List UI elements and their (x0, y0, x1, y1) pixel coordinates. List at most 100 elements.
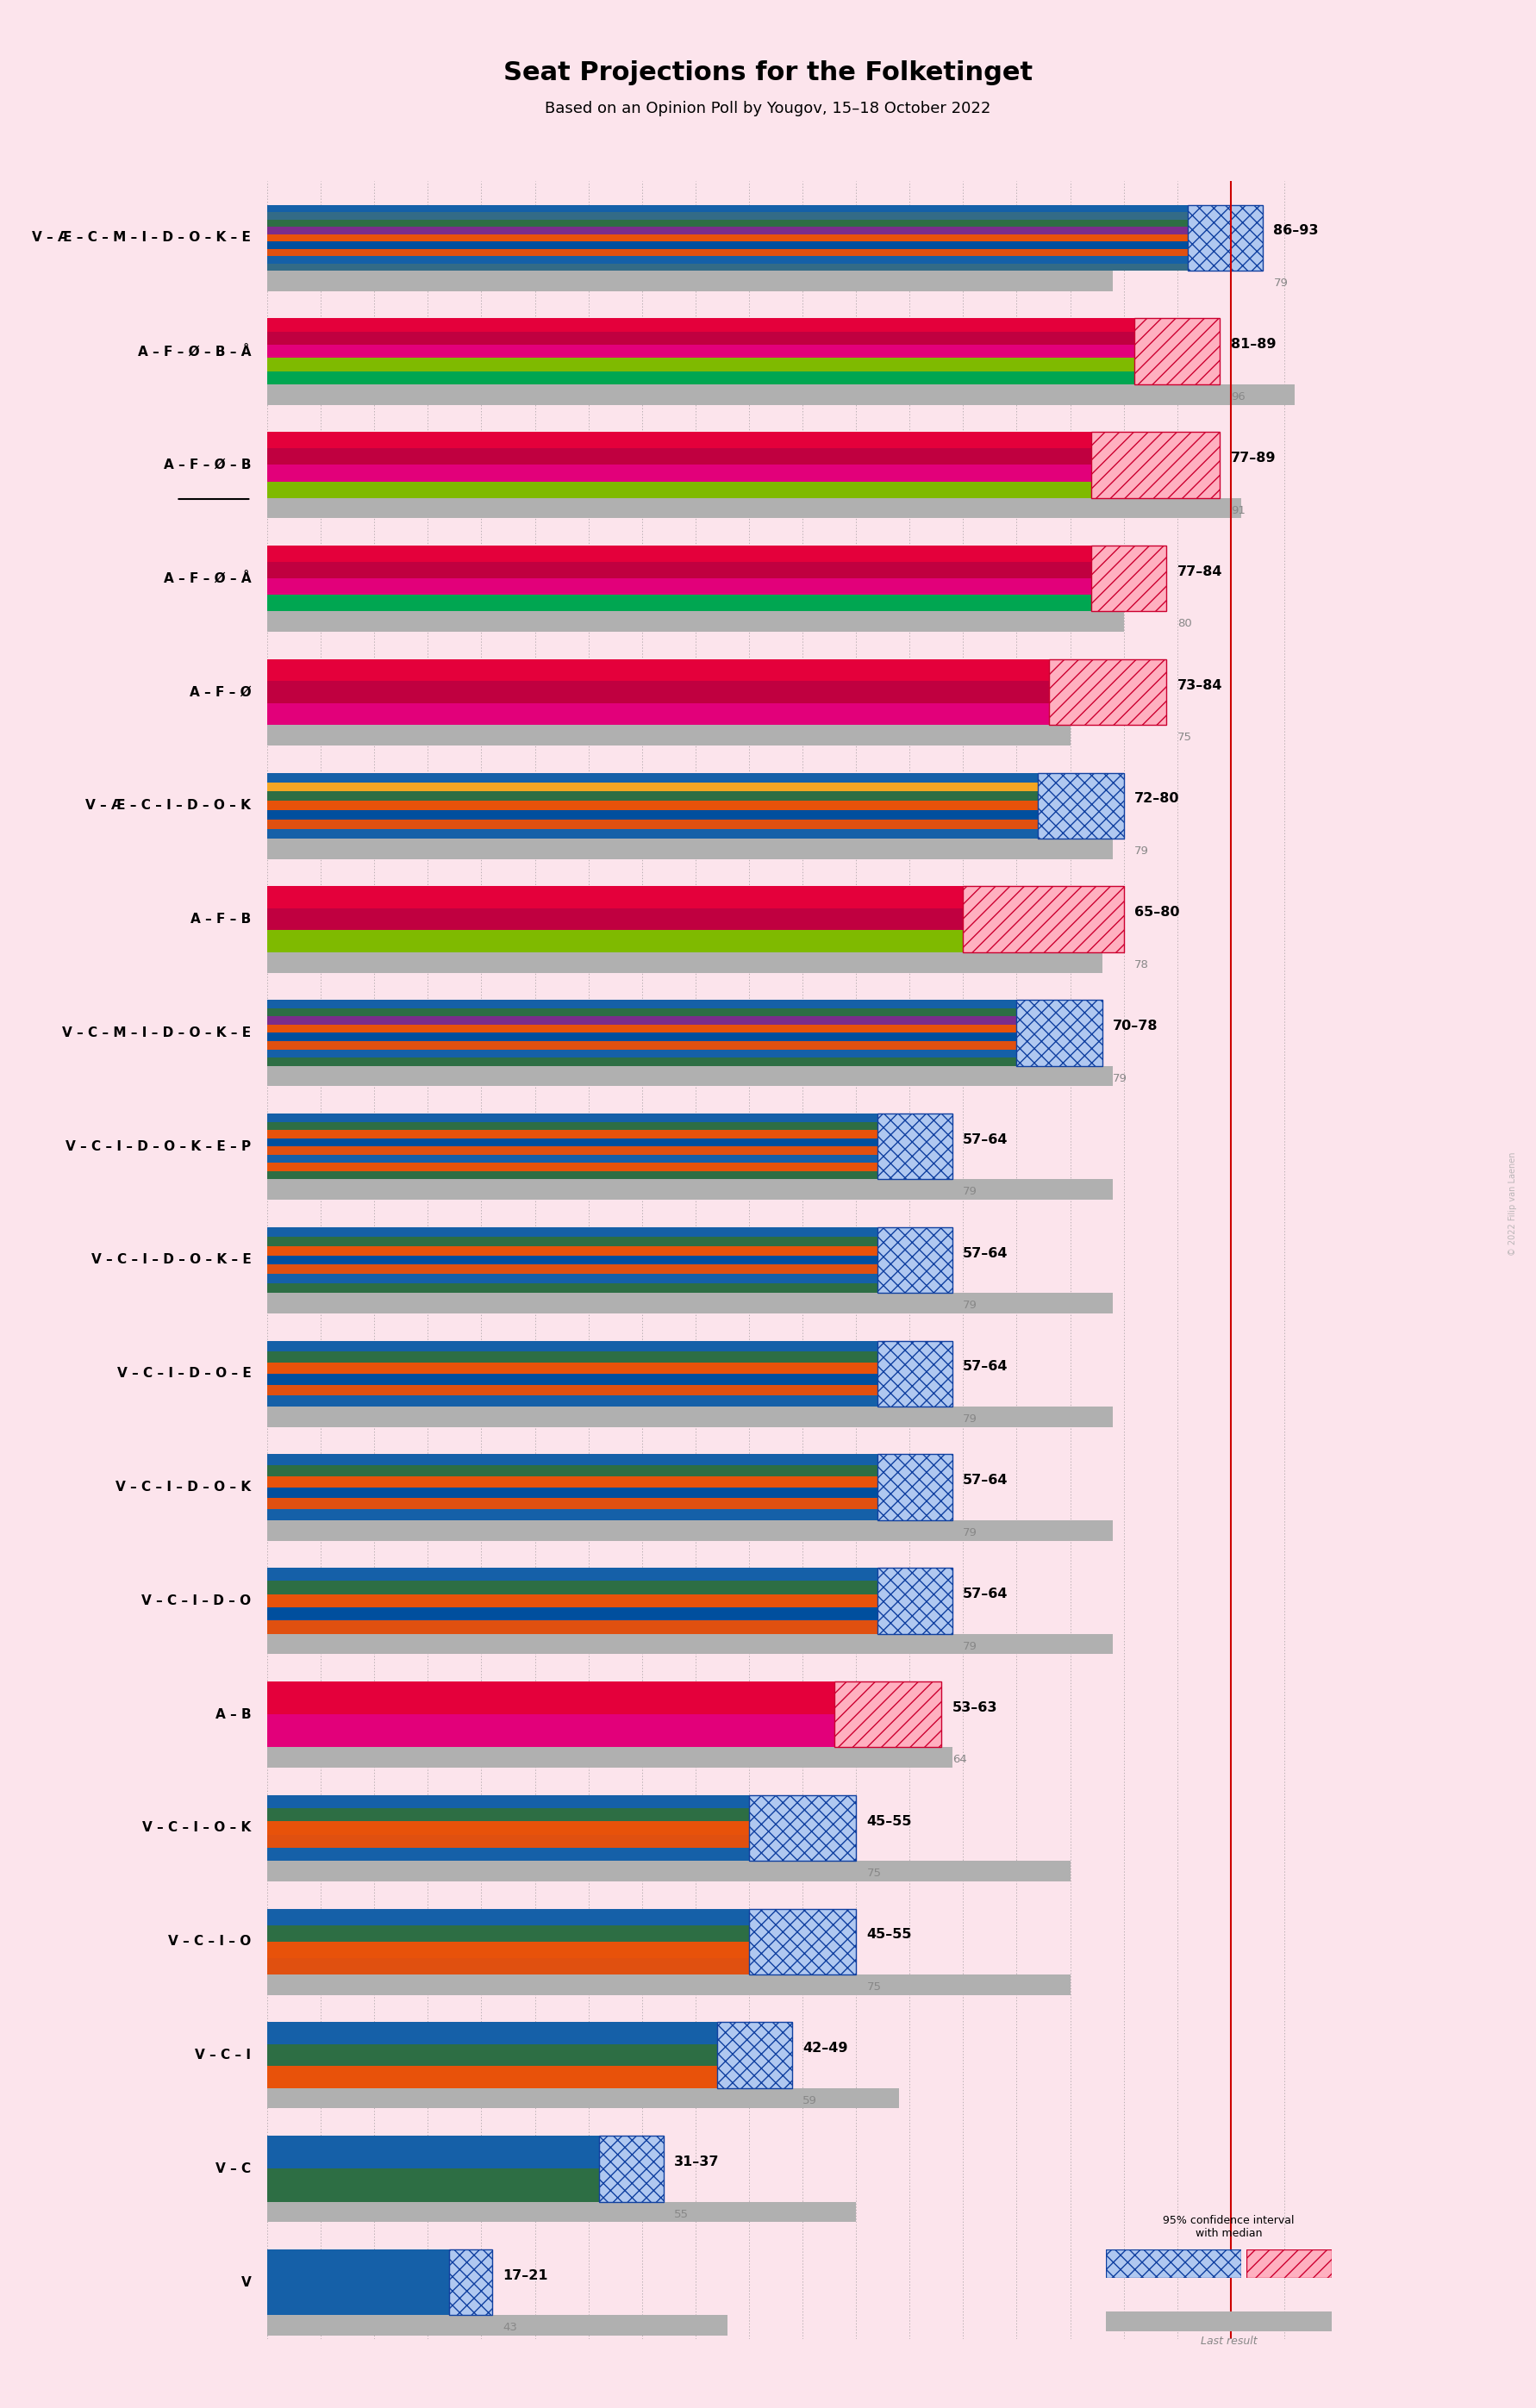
Bar (267, 371, 1135, 385)
Text: 81–89: 81–89 (1230, 337, 1276, 352)
Bar (267, 1146, 877, 1156)
Bar (267, 1180, 1114, 1199)
Bar (267, 1397, 877, 1406)
Text: 95% confidence interval
with median: 95% confidence interval with median (1163, 2215, 1295, 2239)
Bar (267, 241, 1187, 248)
Text: V – C – I – D – O – K – E: V – C – I – D – O – K – E (91, 1255, 252, 1267)
Bar (267, 465, 1092, 482)
Text: V – C – I – D – O – E: V – C – I – D – O – E (117, 1368, 252, 1380)
Text: 70–78: 70–78 (1114, 1019, 1158, 1033)
Bar (267, 725, 1071, 746)
Text: 91: 91 (1230, 506, 1246, 515)
Bar (267, 482, 1092, 498)
Bar (267, 1163, 877, 1170)
Bar (267, 908, 963, 929)
Text: 64: 64 (952, 1753, 966, 1765)
Bar (267, 270, 1114, 291)
Bar (267, 1016, 1017, 1026)
Bar (267, 1264, 877, 1274)
Bar (834, 1681, 942, 1748)
Bar (877, 1228, 952, 1293)
Bar (267, 318, 1135, 332)
Text: 42–49: 42–49 (802, 2042, 848, 2054)
Text: 57–64: 57–64 (963, 1134, 1008, 1146)
Text: 57–64: 57–64 (963, 1361, 1008, 1373)
Bar (267, 1975, 1071, 1994)
Bar (267, 2136, 599, 2170)
Bar (267, 1228, 877, 1235)
Bar (267, 212, 1187, 219)
Bar (267, 1026, 1017, 1033)
Bar (267, 1363, 877, 1373)
Bar (267, 234, 1187, 241)
Bar (267, 929, 963, 951)
Text: A – F – Ø: A – F – Ø (189, 686, 252, 698)
Bar (267, 1748, 952, 1767)
Bar (267, 828, 1038, 838)
Bar (877, 1454, 952, 1519)
Bar (267, 1385, 877, 1397)
Text: 77–84: 77–84 (1177, 566, 1223, 578)
Bar (750, 1794, 856, 1861)
Bar (877, 1112, 952, 1180)
Bar (267, 681, 1049, 703)
Bar (267, 1794, 750, 1808)
Bar (267, 1112, 877, 1122)
Bar (267, 999, 1017, 1009)
Bar (267, 1820, 750, 1835)
Bar (267, 1714, 834, 1748)
Bar (267, 1941, 750, 1958)
Bar (267, 1341, 877, 1351)
Bar (1038, 773, 1124, 838)
Bar (267, 802, 1038, 811)
Bar (267, 1861, 1071, 1881)
Bar (267, 1156, 877, 1163)
Text: 75: 75 (866, 1982, 882, 1991)
Bar (267, 498, 1241, 518)
Text: 80: 80 (1177, 619, 1192, 628)
Bar (267, 783, 1038, 792)
Text: 57–64: 57–64 (963, 1247, 1008, 1259)
Bar (267, 1245, 877, 1255)
Bar (267, 1040, 1017, 1050)
Bar (267, 595, 1092, 612)
Bar (267, 1255, 877, 1264)
Text: V – C – I – D – O – K – E – P: V – C – I – D – O – K – E – P (66, 1139, 252, 1153)
Bar (267, 1510, 877, 1519)
Bar (267, 1050, 1017, 1057)
Text: 79: 79 (963, 1300, 977, 1310)
Text: 79: 79 (963, 1640, 977, 1652)
Bar (1049, 660, 1166, 725)
Bar (963, 886, 1124, 951)
Bar (267, 951, 1103, 973)
Bar (267, 385, 1295, 405)
Text: V – C – M – I – D – O – K – E: V – C – M – I – D – O – K – E (63, 1026, 252, 1040)
Bar (267, 838, 1114, 860)
Bar (267, 1235, 877, 1245)
Text: 79: 79 (1273, 277, 1289, 289)
Text: 72–80: 72–80 (1135, 792, 1180, 804)
Bar (267, 1582, 877, 1594)
Bar (267, 811, 1038, 819)
Text: V: V (241, 2276, 252, 2288)
Bar (267, 1609, 877, 1621)
Bar (267, 1009, 1017, 1016)
Bar (267, 1621, 877, 1633)
Bar (267, 431, 1092, 448)
Bar (267, 1519, 1114, 1541)
Bar (1092, 431, 1220, 498)
Text: Based on an Opinion Poll by Yougov, 15–18 October 2022: Based on an Opinion Poll by Yougov, 15–1… (545, 101, 991, 116)
Bar (877, 1568, 952, 1633)
Text: 31–37: 31–37 (674, 2155, 719, 2167)
Bar (267, 1293, 1114, 1312)
Text: V – Æ – C – M – I – D – O – K – E: V – Æ – C – M – I – D – O – K – E (32, 231, 252, 243)
Text: A – F – B: A – F – B (190, 913, 252, 925)
Bar (267, 332, 1135, 344)
Text: A – B: A – B (215, 1707, 252, 1722)
Text: 57–64: 57–64 (963, 1474, 1008, 1486)
Bar (267, 2249, 449, 2314)
Bar (267, 1464, 877, 1476)
Bar (267, 703, 1049, 725)
Text: 45–55: 45–55 (866, 1929, 912, 1941)
Bar (267, 1808, 750, 1820)
